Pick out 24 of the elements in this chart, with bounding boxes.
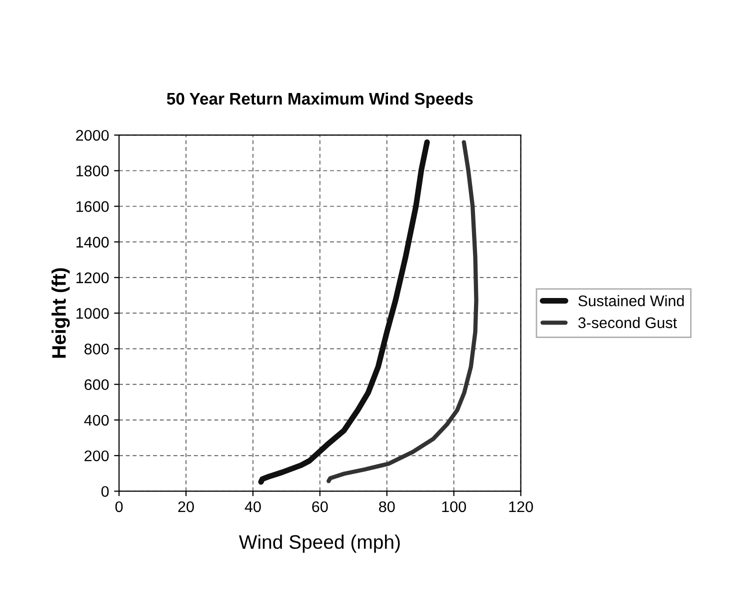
y-tick-label: 400 <box>84 414 109 426</box>
y-tick-label: 1000 <box>76 308 109 319</box>
y-tick-label: 800 <box>84 344 109 354</box>
x-tick-label: 40 <box>244 501 261 512</box>
y-tick-label: 1200 <box>76 272 109 284</box>
x-tick-label: 0 <box>115 501 123 512</box>
x-tick-label: 60 <box>312 501 328 512</box>
y-tick-label: 1800 <box>76 166 109 176</box>
x-axis-title: Wind Speed (mph) <box>238 534 400 553</box>
y-axis-title: Height (ft) <box>52 268 70 358</box>
y-tick-label: 0 <box>101 486 109 497</box>
chart-title: 50 Year Return Maximum Wind Speeds <box>166 92 473 108</box>
y-tick-label: 600 <box>84 379 109 390</box>
legend-label: 3-second Gust <box>578 316 677 328</box>
y-tick-label: 1400 <box>76 236 109 248</box>
x-tick-label: 120 <box>509 501 533 512</box>
x-tick-label: 80 <box>379 501 395 512</box>
y-tick-label: 1600 <box>76 201 109 212</box>
y-tick-label: 2000 <box>76 130 109 141</box>
line-series <box>326 140 478 484</box>
legend-label: Sustained Wind <box>578 295 684 306</box>
x-tick-label: 20 <box>178 501 194 512</box>
x-tick-label: 100 <box>442 501 466 512</box>
y-tick-label: 200 <box>84 450 109 462</box>
